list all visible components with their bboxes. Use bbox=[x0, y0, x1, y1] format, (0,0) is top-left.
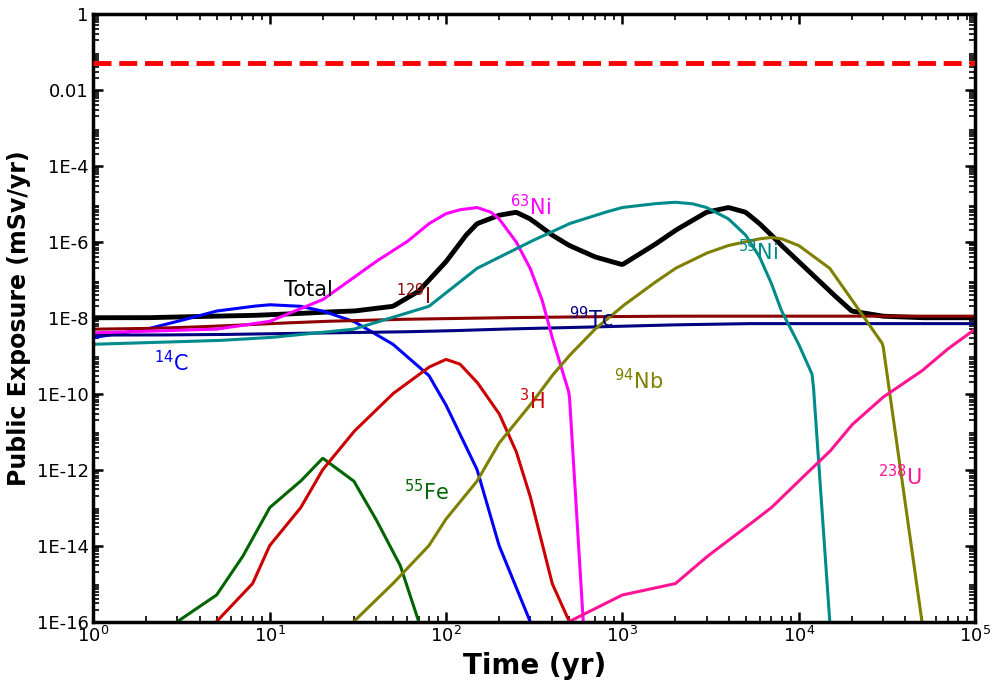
Text: $^{55}$Fe: $^{55}$Fe bbox=[404, 480, 449, 505]
X-axis label: Time (yr): Time (yr) bbox=[463, 652, 606, 680]
Text: $^{238}$U: $^{238}$U bbox=[877, 464, 922, 490]
Y-axis label: Public Exposure (mSv/yr): Public Exposure (mSv/yr) bbox=[7, 150, 31, 486]
Text: $^{59}$Ni: $^{59}$Ni bbox=[738, 240, 777, 264]
Text: $^{3}$H: $^{3}$H bbox=[519, 388, 545, 414]
Text: Total: Total bbox=[283, 280, 332, 300]
Text: $^{14}$C: $^{14}$C bbox=[154, 350, 189, 376]
Text: $^{129}$I: $^{129}$I bbox=[396, 283, 430, 308]
Text: $^{94}$Nb: $^{94}$Nb bbox=[615, 368, 664, 394]
Text: $^{63}$Ni: $^{63}$Ni bbox=[510, 194, 551, 219]
Text: $^{99}$Tc: $^{99}$Tc bbox=[569, 306, 614, 331]
